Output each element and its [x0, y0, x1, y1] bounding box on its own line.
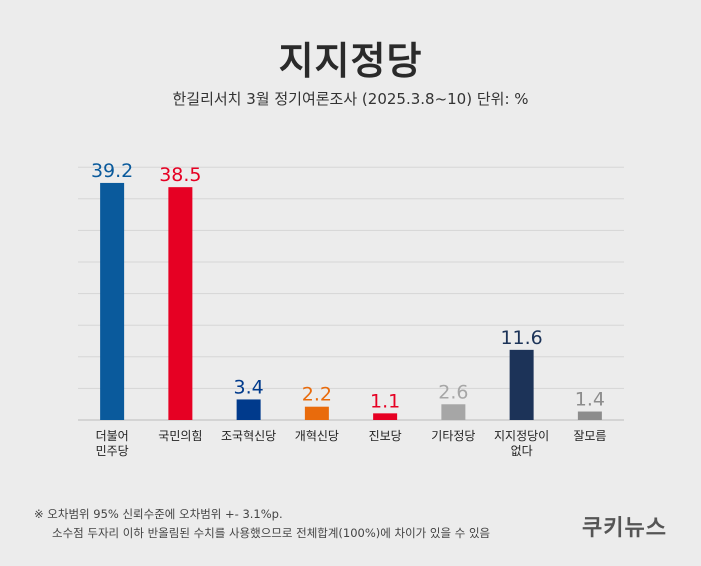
chart-title: 지지정당: [278, 39, 423, 83]
bar: [236, 399, 261, 420]
footnote-rounding: 소수점 두자리 이하 반올림된 수치를 사용했으므로 전체합계(100%)에 차…: [52, 526, 491, 540]
x-tick-label: 더불어 민주당: [96, 429, 129, 458]
chart-subtitle: 한길리서치 3월 정기여론조사 (2025.3.8~10) 단위: %: [172, 90, 529, 108]
data-label: 39.2: [91, 160, 133, 182]
data-label: 1.1: [370, 390, 400, 412]
x-tick-label: 기타정당: [431, 429, 475, 443]
data-label: 2.2: [302, 384, 332, 406]
bar: [441, 404, 466, 420]
bar: [577, 411, 602, 420]
bar: [304, 406, 329, 420]
bar: [168, 187, 193, 420]
bar: [509, 349, 534, 420]
bar: [100, 182, 125, 420]
footnote-margin-of-error: ※ 오차범위 95% 신뢰수준에 오차범위 +- 3.1%p.: [34, 507, 283, 521]
data-label: 3.4: [234, 376, 264, 398]
x-tick-label: 진보당: [369, 429, 402, 443]
x-tick-label: 개혁신당: [295, 429, 339, 443]
x-tick-label: 잘모름: [573, 429, 606, 443]
x-tick-label: 지지정당이 없다: [494, 429, 549, 458]
publisher-logo: 쿠키뉴스: [582, 516, 667, 541]
data-label: 1.4: [575, 389, 605, 411]
x-tick-label: 조국혁신당: [221, 429, 276, 443]
data-label: 2.6: [438, 381, 468, 403]
data-label: 11.6: [500, 327, 542, 349]
data-label: 38.5: [159, 164, 201, 186]
bar: [373, 413, 398, 420]
x-tick-label: 국민의힘: [158, 429, 202, 443]
